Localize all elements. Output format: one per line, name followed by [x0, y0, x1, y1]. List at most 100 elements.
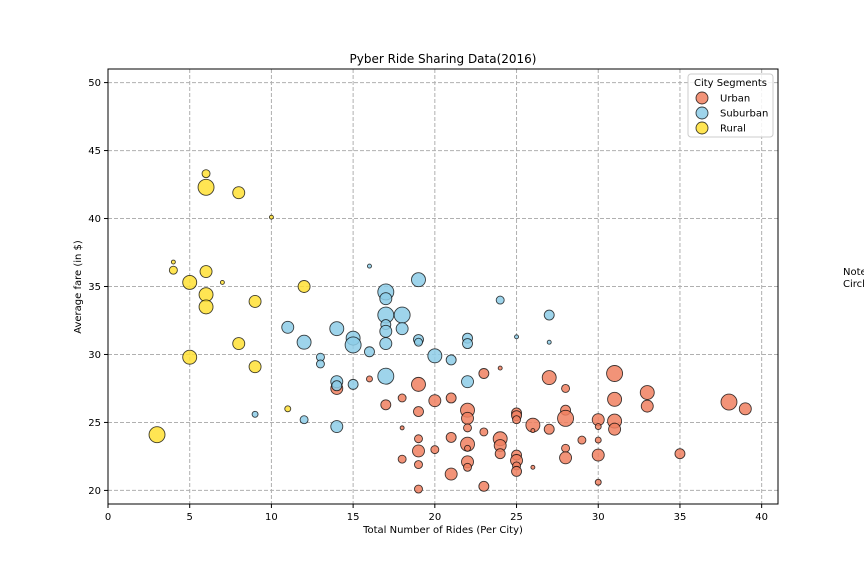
rural-point: [232, 337, 246, 351]
x-tick-label: 30: [592, 512, 605, 523]
rural-point: [284, 405, 292, 413]
suburban-point: [414, 337, 423, 347]
suburban-point: [379, 337, 393, 351]
urban-point: [543, 423, 555, 435]
suburban-point: [344, 336, 362, 354]
suburban-point: [546, 339, 552, 345]
urban-point: [530, 464, 536, 470]
x-tick-label: 25: [510, 512, 523, 523]
urban-point: [494, 448, 506, 460]
rural-point: [199, 265, 213, 278]
rural-point: [182, 274, 198, 290]
urban-point: [594, 436, 602, 444]
urban-point: [380, 399, 392, 411]
urban-point: [464, 444, 471, 452]
urban-point: [366, 375, 373, 383]
urban-point: [430, 445, 440, 455]
suburban-point: [347, 378, 359, 390]
urban-point: [511, 465, 522, 477]
suburban-point: [462, 338, 473, 350]
plot-frame: [107, 68, 779, 505]
urban-point: [497, 365, 503, 371]
suburban-point: [393, 306, 411, 324]
suburban-point: [379, 292, 393, 306]
urban-point: [640, 399, 654, 413]
urban-point: [608, 422, 622, 436]
x-tick-label: 15: [347, 512, 360, 523]
suburban-point: [296, 334, 312, 350]
suburban-point: [445, 354, 457, 366]
urban-point: [577, 435, 587, 445]
suburban-point: [427, 348, 443, 364]
urban-point: [530, 428, 536, 434]
urban-point: [738, 402, 752, 416]
urban-point: [444, 467, 458, 481]
legend-title: City Segments: [694, 78, 767, 89]
rural-point: [201, 169, 211, 179]
urban-point: [594, 478, 602, 486]
urban-point: [397, 454, 407, 464]
urban-point: [413, 406, 424, 418]
suburban-point: [329, 321, 345, 337]
suburban-point: [411, 272, 426, 288]
x-axis-ticks: 0 5 10 15 20 25 30 35 40: [105, 504, 768, 523]
urban-point: [397, 393, 407, 403]
urban-point: [478, 480, 490, 492]
x-tick-label: 5: [187, 512, 193, 523]
urban-point: [557, 409, 575, 427]
rural-point: [219, 279, 225, 285]
urban-point: [674, 448, 686, 460]
legend-label-rural: Rural: [720, 124, 746, 135]
suburban-point: [299, 415, 309, 425]
urban-point: [414, 434, 423, 444]
y-tick-label: 25: [88, 418, 101, 429]
urban-point: [561, 384, 571, 393]
y-tick-label: 30: [88, 350, 101, 361]
rural-point: [148, 426, 166, 444]
suburban-point: [315, 359, 325, 369]
rural-point: [198, 299, 214, 315]
suburban-point: [251, 410, 259, 418]
rural-point: [268, 214, 274, 220]
y-axis-label: Average fare (in $): [73, 240, 84, 334]
rural-point: [297, 280, 311, 293]
rural-point: [182, 349, 198, 365]
urban-point: [411, 376, 426, 392]
x-tick-label: 0: [105, 512, 111, 523]
rural-point: [168, 265, 178, 275]
legend-box: [687, 73, 774, 138]
suburban-point: [364, 346, 375, 358]
suburban-point: [395, 322, 409, 336]
urban-point: [428, 394, 442, 408]
rural-point: [232, 186, 246, 200]
legend-marker-urban: [695, 91, 709, 105]
urban-point: [594, 423, 602, 430]
urban-point: [720, 393, 738, 411]
urban-point: [445, 392, 457, 404]
suburban-point: [514, 334, 519, 340]
urban-point: [445, 431, 457, 443]
grid-lines: [108, 69, 778, 504]
suburban-point: [543, 309, 555, 321]
urban-point: [607, 391, 623, 407]
urban-point: [399, 425, 405, 431]
urban-point: [561, 443, 571, 453]
suburban-point: [377, 367, 395, 385]
suburban-point: [367, 263, 372, 269]
legend-label-suburban: Suburban: [720, 109, 768, 120]
urban-point: [512, 415, 521, 425]
urban-point: [591, 448, 605, 462]
y-tick-label: 45: [88, 146, 101, 157]
chart-title: Pyber Ride Sharing Data(2016): [349, 52, 536, 66]
suburban-point: [330, 420, 344, 433]
urban-point: [606, 365, 624, 382]
suburban-point: [379, 324, 393, 338]
urban-point: [412, 444, 425, 458]
note-line-1: Note:: [843, 267, 864, 278]
suburban-point: [461, 375, 474, 389]
urban-point: [541, 370, 557, 386]
rural-point: [248, 360, 262, 374]
y-axis-ticks: 20 25 30 35 40 45 50: [88, 78, 108, 497]
legend-label-urban: Urban: [720, 94, 750, 105]
urban-point: [559, 451, 573, 465]
